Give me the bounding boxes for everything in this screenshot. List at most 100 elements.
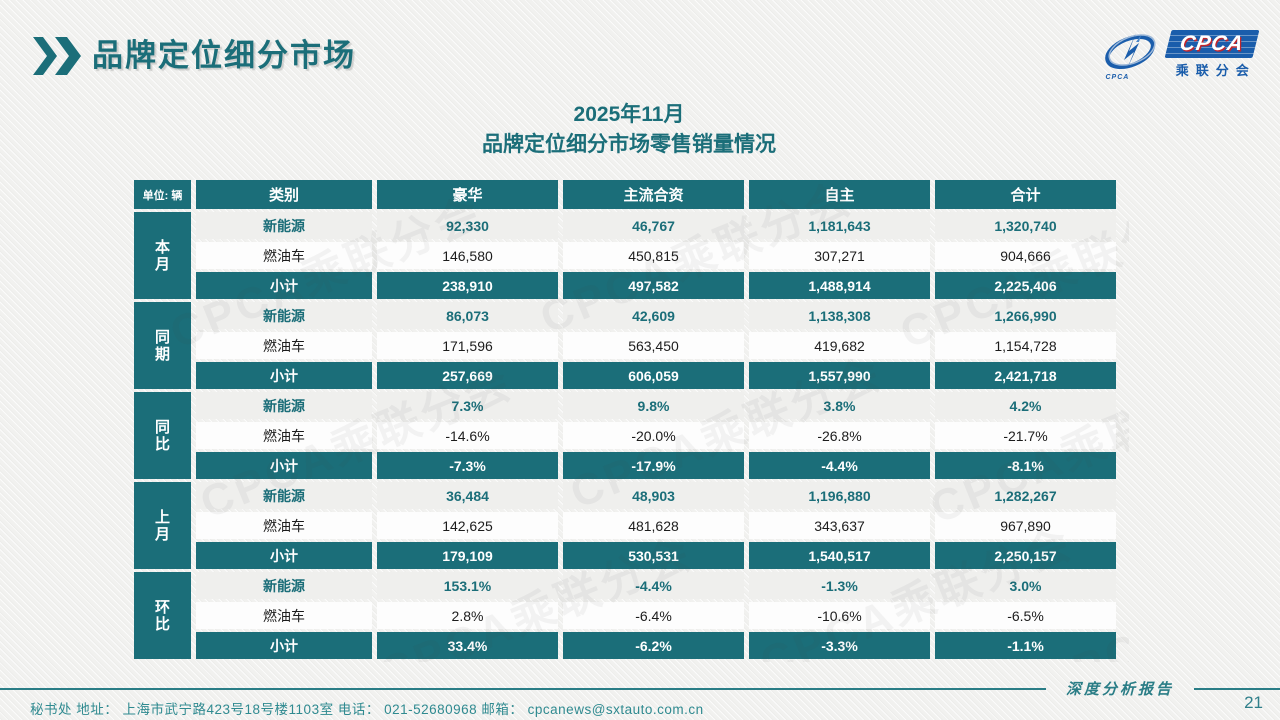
- table-row: 上月新能源 36,484 48,903 1,196,880 1,282,267: [134, 482, 1116, 569]
- table-row: 小计 179,109 530,531 1,540,517 2,250,157: [134, 542, 1116, 569]
- unit-label-cell: 单位: 辆: [134, 180, 191, 209]
- row-group-label-char: 同: [154, 328, 170, 346]
- column-header-cell: 主流合资: [563, 180, 744, 209]
- value-cell: 238,910: [377, 272, 558, 299]
- value-cell: 1,557,990: [749, 362, 930, 389]
- category-cell: 燃油车: [196, 422, 372, 449]
- value-cell: 497,582: [563, 272, 744, 299]
- row-group-label: 本月: [134, 212, 191, 299]
- table-row: 本月新能源 92,330 46,767 1,181,643 1,320,740: [134, 212, 1116, 299]
- value-cell: 530,531: [563, 542, 744, 569]
- table-row: 环比新能源 153.1% -4.4% -1.3% 3.0%: [134, 572, 1116, 659]
- value-cell: 48,903: [563, 482, 744, 509]
- value-cell: 4.2%: [935, 392, 1116, 419]
- value-cell: 307,271: [749, 242, 930, 269]
- table-row: 燃油车 171,596 563,450 419,682 1,154,728: [134, 332, 1116, 359]
- table-title: 2025年11月 品牌定位细分市场零售销量情况: [134, 100, 1124, 160]
- category-cell: 小计: [196, 272, 372, 299]
- value-cell: -6.5%: [935, 602, 1116, 629]
- value-cell: 33.4%: [377, 632, 558, 659]
- value-cell: 257,669: [377, 362, 558, 389]
- value-cell: 2,421,718: [935, 362, 1116, 389]
- value-cell: 42,609: [563, 302, 744, 329]
- value-cell: 36,484: [377, 482, 558, 509]
- segment-table-area: 单位: 辆类别 豪华 主流合资 自主 合计本月新能源 92,330 46,767 1,181,…: [129, 177, 1129, 662]
- category-cell: 新能源: [196, 482, 372, 509]
- value-cell: 1,540,517: [749, 542, 930, 569]
- table-header-row: 单位: 辆类别 豪华 主流合资 自主 合计: [134, 180, 1116, 209]
- table-title-line1: 2025年11月: [573, 103, 685, 126]
- value-cell: -1.3%: [749, 572, 930, 599]
- report-type-label: 深度分析报告: [1065, 682, 1174, 698]
- value-cell: -3.3%: [749, 632, 930, 659]
- table-row: 小计 257,669 606,059 1,557,990 2,421,718: [134, 362, 1116, 389]
- value-cell: -4.4%: [749, 452, 930, 479]
- row-group-label-char: 本: [154, 238, 170, 256]
- table-row: 小计 -7.3% -17.9% -4.4% -8.1%: [134, 452, 1116, 479]
- double-chevron-icon: [33, 37, 85, 75]
- value-cell: 1,138,308: [749, 302, 930, 329]
- table-row: 同期新能源 86,073 42,609 1,138,308 1,266,990: [134, 302, 1116, 389]
- value-cell: 46,767: [563, 212, 744, 239]
- category-cell: 新能源: [196, 302, 372, 329]
- value-cell: -6.4%: [563, 602, 744, 629]
- column-header-cell: 类别: [196, 180, 372, 209]
- value-cell: 1,320,740: [935, 212, 1116, 239]
- cpca-logo: CPCA CPCA 乘联分会: [1103, 30, 1260, 81]
- value-cell: 563,450: [563, 332, 744, 359]
- row-group-label-char: 期: [154, 345, 170, 363]
- value-cell: -14.6%: [377, 422, 558, 449]
- row-group-label-char: 比: [154, 435, 170, 453]
- table-row: 燃油车 -14.6% -20.0% -26.8% -21.7%: [134, 422, 1116, 449]
- value-cell: 1,196,880: [749, 482, 930, 509]
- value-cell: 7.3%: [377, 392, 558, 419]
- row-group-label: 上月: [134, 482, 191, 569]
- value-cell: 1,488,914: [749, 272, 930, 299]
- category-cell: 燃油车: [196, 512, 372, 539]
- category-cell: 燃油车: [196, 242, 372, 269]
- footer-rule-right: [1194, 687, 1280, 690]
- value-cell: 1,282,267: [935, 482, 1116, 509]
- page-title: 品牌定位细分市场: [92, 38, 356, 73]
- value-cell: -1.1%: [935, 632, 1116, 659]
- footer-contact: 秘书处 地址： 上海市武宁路423号18号楼1103室 电话： 021-5268…: [30, 702, 704, 717]
- value-cell: -7.3%: [377, 452, 558, 479]
- row-group-label-char: 月: [154, 255, 170, 273]
- value-cell: 9.8%: [563, 392, 744, 419]
- value-cell: 92,330: [377, 212, 558, 239]
- value-cell: -8.1%: [935, 452, 1116, 479]
- table-row: 同比新能源 7.3% 9.8% 3.8% 4.2%: [134, 392, 1116, 479]
- category-cell: 燃油车: [196, 602, 372, 629]
- segment-table: 单位: 辆类别 豪华 主流合资 自主 合计本月新能源 92,330 46,767 1,181,…: [129, 177, 1121, 662]
- table-row: 燃油车 142,625 481,628 343,637 967,890: [134, 512, 1116, 539]
- row-group-label-char: 比: [154, 615, 170, 633]
- column-header-cell: 自主: [749, 180, 930, 209]
- category-cell: 小计: [196, 362, 372, 389]
- value-cell: 967,890: [935, 512, 1116, 539]
- row-group-label: 同期: [134, 302, 191, 389]
- value-cell: 179,109: [377, 542, 558, 569]
- value-cell: 904,666: [935, 242, 1116, 269]
- value-cell: -4.4%: [563, 572, 744, 599]
- table-row: 小计 33.4% -6.2% -3.3% -1.1%: [134, 632, 1116, 659]
- cpca-emblem-icon: CPCA: [1103, 31, 1161, 81]
- table-title-line2: 品牌定位细分市场零售销量情况: [482, 133, 776, 156]
- value-cell: 146,580: [377, 242, 558, 269]
- value-cell: 419,682: [749, 332, 930, 359]
- footer-rule: 深度分析报告: [0, 678, 1280, 699]
- segment-table-body: 单位: 辆类别 豪华 主流合资 自主 合计本月新能源 92,330 46,767 1,181,…: [134, 180, 1116, 659]
- category-cell: 新能源: [196, 212, 372, 239]
- row-group-label: 同比: [134, 392, 191, 479]
- cpca-chinese-name: 乘联分会: [1175, 63, 1256, 78]
- category-cell: 燃油车: [196, 332, 372, 359]
- category-cell: 小计: [196, 632, 372, 659]
- value-cell: 3.0%: [935, 572, 1116, 599]
- row-group-label-char: 同: [154, 418, 170, 436]
- value-cell: 3.8%: [749, 392, 930, 419]
- value-cell: -20.0%: [563, 422, 744, 449]
- value-cell: 153.1%: [377, 572, 558, 599]
- table-row: 小计 238,910 497,582 1,488,914 2,225,406: [134, 272, 1116, 299]
- value-cell: 343,637: [749, 512, 930, 539]
- column-header-cell: 合计: [935, 180, 1116, 209]
- row-group-label-char: 环: [154, 598, 170, 616]
